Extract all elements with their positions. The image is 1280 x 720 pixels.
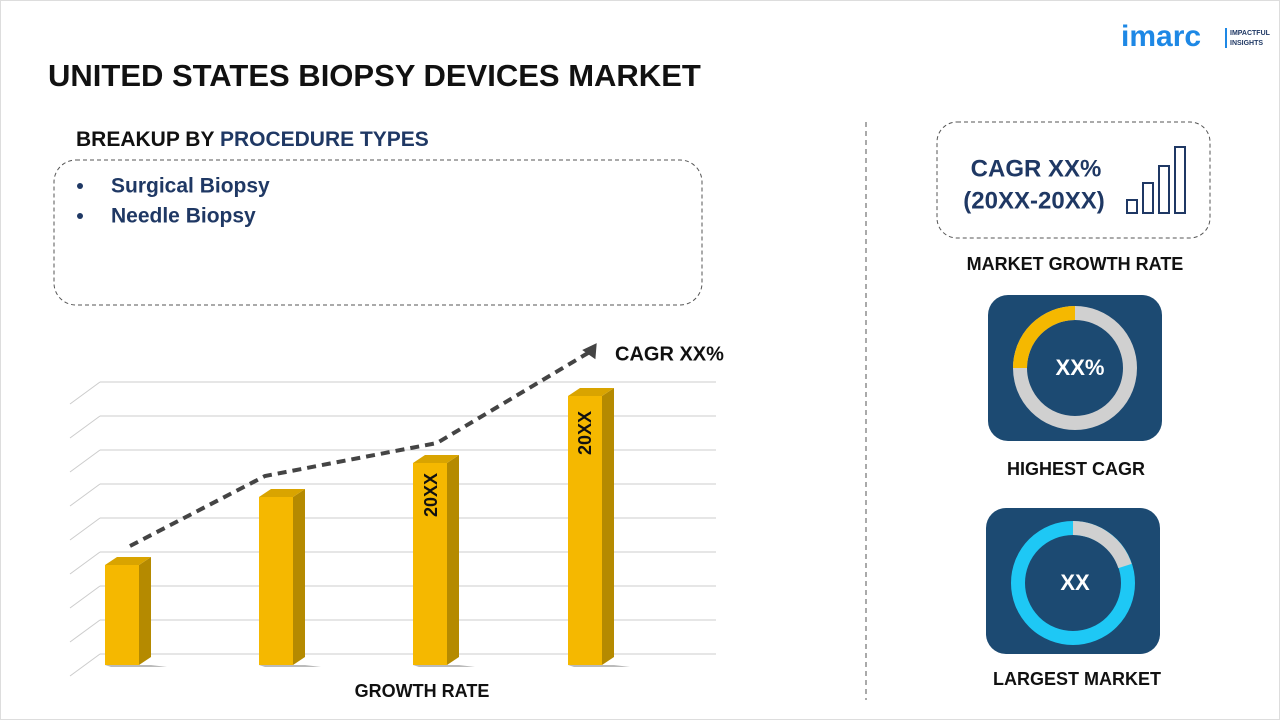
caption: HIGHEST CAGR [1007, 459, 1145, 479]
bar-label: 20XX [575, 411, 595, 455]
cagr-box [936, 121, 1211, 239]
bar-side [139, 557, 151, 665]
bar-front [105, 565, 139, 665]
grid-line [69, 449, 101, 473]
bullet [77, 183, 83, 189]
breakup-highlight: PROCEDURE TYPES [220, 128, 429, 151]
grid-line [69, 619, 101, 643]
caption: LARGEST MARKET [993, 669, 1161, 689]
caption: MARKET GROWTH RATE [967, 254, 1184, 274]
bar-side [602, 388, 614, 665]
breakup-item: Surgical Biopsy [111, 175, 270, 198]
breakup-label: BREAKUP BY [76, 128, 214, 151]
bar-top [413, 455, 459, 463]
bar-icon [1126, 146, 1186, 214]
bar-top [259, 489, 305, 497]
bar-top [568, 388, 614, 396]
donut-arc [1072, 521, 1132, 569]
grid-line [69, 551, 101, 575]
logo-tagline: IMPACTFUL [1230, 30, 1271, 37]
decorative-bars [105, 388, 630, 667]
grid-line [69, 483, 101, 507]
donut-value: XX [1060, 570, 1090, 595]
bar-side [293, 489, 305, 665]
bar-shadow [413, 665, 475, 667]
grid-line [69, 517, 101, 541]
bar-shadow [259, 665, 321, 667]
donut-arc [1013, 306, 1076, 369]
cagr-box-text: (20XX-20XX) [963, 187, 1104, 214]
bar-side [447, 455, 459, 665]
bar-front [413, 463, 447, 665]
bullet [77, 213, 83, 219]
trend-arrow [129, 351, 590, 548]
donut-value: XX% [1056, 355, 1105, 380]
bar-label: 20XX [421, 473, 441, 517]
x-label: GROWTH RATE [355, 681, 490, 701]
breakup-item: Needle Biopsy [111, 205, 256, 228]
bar-top [105, 557, 151, 565]
arrow-head [582, 343, 597, 360]
breakup-box [53, 159, 703, 306]
bar-front [259, 497, 293, 665]
logo: imarc [1121, 20, 1201, 53]
grid-line [69, 585, 101, 609]
logo-tagline: INSIGHTS [1230, 40, 1263, 47]
cagr-label: CAGR XX% [615, 343, 724, 365]
bar-front [568, 396, 602, 665]
grid-line [69, 653, 101, 677]
breakup-heading: BREAKUP BY PROCEDURE TYPES [76, 128, 429, 151]
cagr-box-text: CAGR XX% [971, 155, 1102, 182]
title: UNITED STATES BIOPSY DEVICES MARKET [48, 58, 701, 93]
bar-shadow [105, 665, 167, 667]
grid-line [69, 415, 101, 439]
grid-line [69, 381, 101, 405]
bar-shadow [568, 665, 630, 667]
